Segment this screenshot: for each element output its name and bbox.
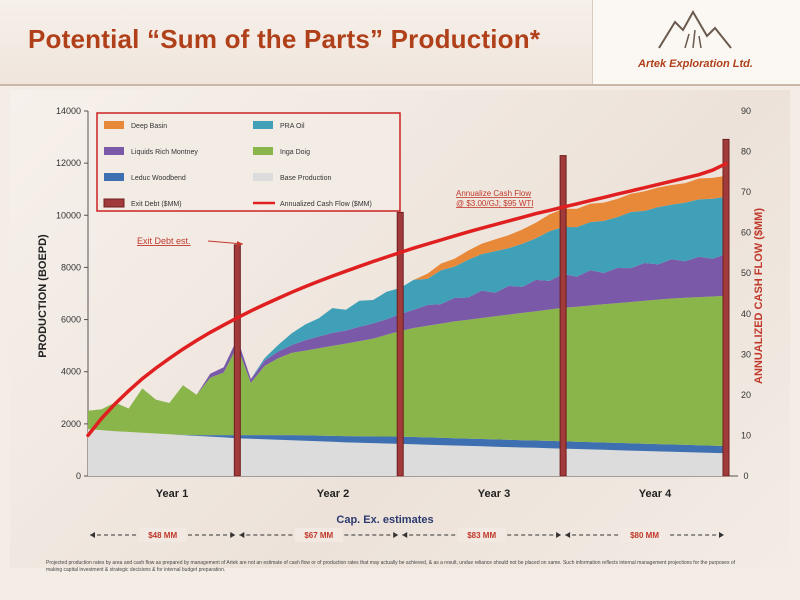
y2-axis-label: ANNUALIZED CASH FLOW ($MM) <box>753 208 765 384</box>
legend-swatch <box>253 121 273 129</box>
capex-arrow-left <box>402 532 408 538</box>
capex-arrow-right <box>556 532 562 538</box>
y2-tick-label: 60 <box>741 228 751 238</box>
capex-arrow-left <box>239 532 245 538</box>
legend-label: Deep Basin <box>131 123 167 130</box>
capex-arrow-right <box>719 532 724 538</box>
y2-tick-label: 70 <box>741 187 751 197</box>
capex-label-bg <box>620 528 669 542</box>
x-category-label: Year 4 <box>639 488 672 500</box>
slide-header: Potential “Sum of the Parts” Production*… <box>0 0 800 86</box>
y-tick-label: 8000 <box>61 262 81 272</box>
disclaimer-footnote: Projected production rates by area and c… <box>46 560 736 573</box>
company-logo <box>592 0 800 84</box>
capex-label: $48 MM <box>148 531 177 540</box>
y-tick-label: 12000 <box>56 158 81 168</box>
legend-swatch <box>253 173 273 181</box>
legend: Deep Basin PRA Oil Liquids Rich Montney Ing… <box>96 112 401 212</box>
mountain-logo-icon <box>658 9 732 49</box>
exit-debt-arrowhead <box>237 241 243 247</box>
y2-tick-label: 50 <box>741 268 751 278</box>
legend-label: Annualized Cash Flow ($MM) <box>280 201 372 208</box>
capex-arrow-right <box>230 532 236 538</box>
area-deep-basin <box>88 175 726 411</box>
exit-debt-bar <box>722 138 730 477</box>
y2-tick-label: 40 <box>741 309 751 319</box>
legend-swatch <box>104 173 124 181</box>
x-category-label: Year 3 <box>478 488 510 500</box>
y-tick-label: 0 <box>76 471 81 481</box>
capex-label-bg <box>294 528 343 542</box>
legend-label: PRA Oil <box>280 123 305 130</box>
cash-flow-annotation-line1: Annualize Cash Flow <box>456 189 531 198</box>
legend-swatch <box>253 147 273 155</box>
legend-box <box>96 112 401 212</box>
y2-tick-label: 10 <box>741 430 751 440</box>
legend-swatch <box>103 198 125 208</box>
y2-tick-label: 90 <box>741 106 751 116</box>
legend-label: Exit Debt ($MM) <box>131 201 182 208</box>
legend-label: Liquids Rich Montney <box>131 149 198 156</box>
y-axis-label: PRODUCTION (BOEPD) <box>37 234 49 358</box>
capex-label: $80 MM <box>630 531 659 540</box>
capex-label-bg <box>138 528 187 542</box>
y2-tick-label: 80 <box>741 147 751 157</box>
legend-swatch <box>104 147 124 155</box>
y-tick-label: 14000 <box>56 106 81 116</box>
x-category-label: Year 2 <box>317 488 349 500</box>
capex-arrow-left <box>90 532 95 538</box>
y2-tick-label: 30 <box>741 349 751 359</box>
capex-label-bg <box>457 528 506 542</box>
cash-flow-line <box>86 161 728 438</box>
capex-label: $83 MM <box>467 531 496 540</box>
y-tick-label: 6000 <box>61 315 81 325</box>
capex-arrow-right <box>393 532 399 538</box>
y-tick-label: 10000 <box>56 210 81 220</box>
exit-debt-bar <box>233 244 241 477</box>
y-tick-label: 4000 <box>61 367 81 377</box>
legend-label: Inga Doig <box>280 149 310 156</box>
legend-swatch <box>104 121 124 129</box>
x-category-label: Year 1 <box>156 488 188 500</box>
y2-tick-label: 20 <box>741 390 751 400</box>
capex-label: $67 MM <box>304 531 333 540</box>
logo-text: Artek Exploration Ltd. <box>638 58 753 70</box>
exit-debt-bar <box>396 211 404 477</box>
capex-arrow-left <box>565 532 571 538</box>
cash-flow-annotation-line2: @ $3.00/GJ; $95 WTI <box>456 199 533 208</box>
y2-tick-label: 0 <box>743 471 748 481</box>
y-tick-label: 2000 <box>61 419 81 429</box>
legend-label: Base Production <box>280 175 331 182</box>
capex-title: Cap. Ex. estimates <box>336 514 433 526</box>
legend-label: Leduc Woodbend <box>131 175 186 182</box>
exit-debt-annotation: Exit Debt est. <box>137 236 191 246</box>
page-title: Potential “Sum of the Parts” Production* <box>28 24 541 54</box>
exit-debt-bar <box>559 155 567 477</box>
